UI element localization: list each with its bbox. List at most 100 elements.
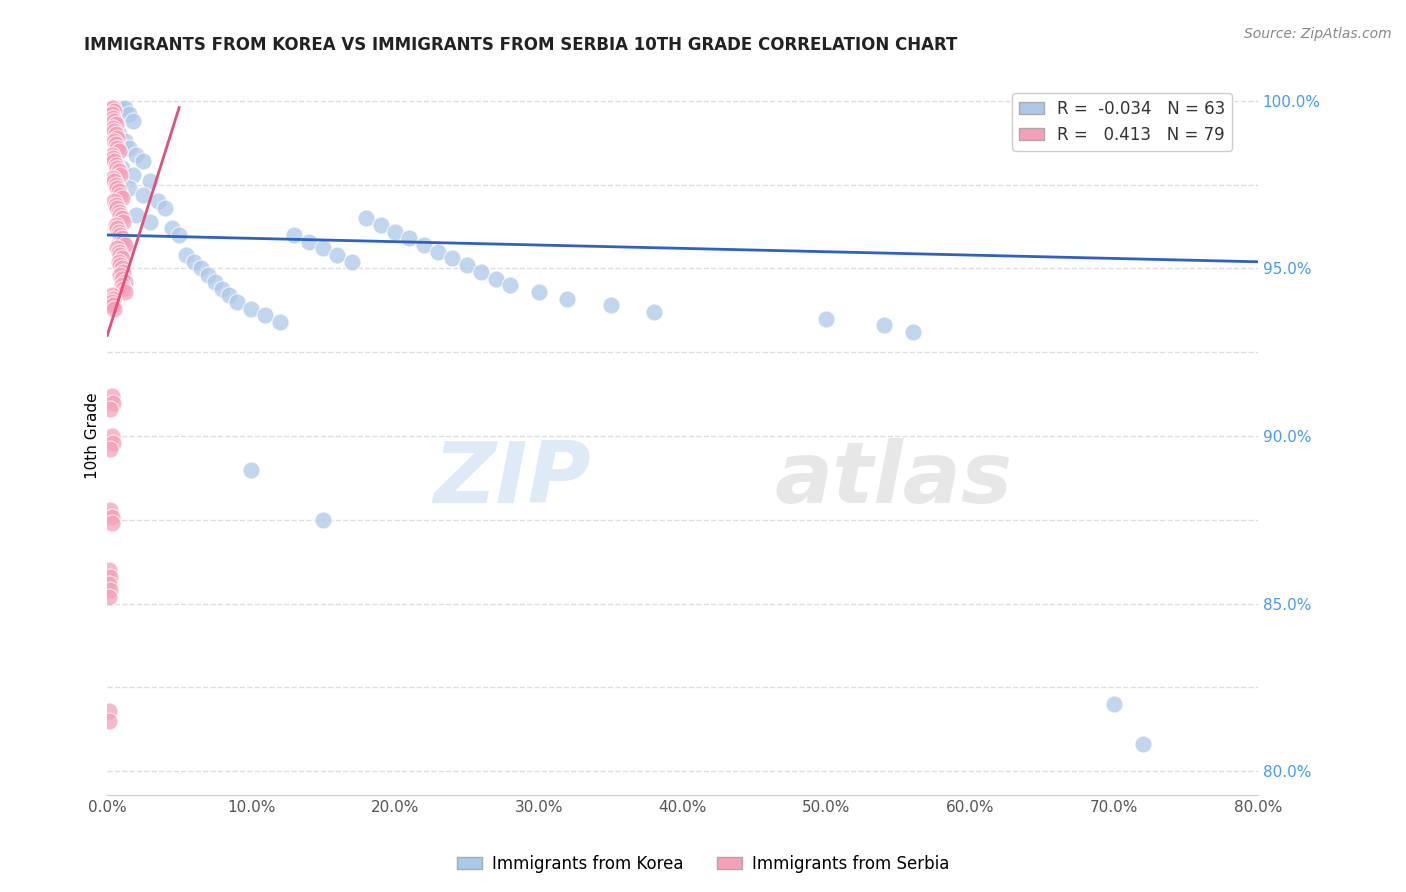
Point bbox=[112, 282, 135, 296]
Point bbox=[104, 117, 127, 131]
Point bbox=[118, 141, 141, 155]
Point bbox=[557, 292, 579, 306]
Point bbox=[499, 278, 522, 293]
Point bbox=[312, 241, 335, 255]
Point bbox=[599, 298, 621, 312]
Point bbox=[100, 429, 122, 443]
Point bbox=[118, 107, 141, 121]
Point bbox=[139, 214, 162, 228]
Point bbox=[114, 101, 136, 115]
Point bbox=[107, 225, 129, 239]
Point bbox=[103, 301, 125, 316]
Text: Source: ZipAtlas.com: Source: ZipAtlas.com bbox=[1244, 27, 1392, 41]
Point bbox=[204, 275, 226, 289]
Point bbox=[108, 187, 131, 202]
Point bbox=[297, 235, 319, 249]
Point bbox=[183, 254, 205, 268]
Point bbox=[107, 254, 129, 268]
Point bbox=[398, 231, 420, 245]
Legend: R =  -0.034   N = 63, R =   0.413   N = 79: R = -0.034 N = 63, R = 0.413 N = 79 bbox=[1012, 93, 1232, 151]
Point bbox=[114, 275, 136, 289]
Point bbox=[107, 204, 129, 219]
Point bbox=[98, 570, 121, 584]
Point bbox=[100, 288, 122, 302]
Point bbox=[105, 221, 128, 235]
Point bbox=[211, 282, 233, 296]
Point bbox=[104, 158, 127, 172]
Point bbox=[384, 225, 406, 239]
Legend: Immigrants from Korea, Immigrants from Serbia: Immigrants from Korea, Immigrants from S… bbox=[450, 848, 956, 880]
Point bbox=[103, 174, 125, 188]
Point bbox=[114, 241, 136, 255]
Point bbox=[100, 147, 122, 161]
Point bbox=[103, 114, 125, 128]
Point bbox=[312, 513, 335, 527]
Point bbox=[105, 130, 128, 145]
Point bbox=[108, 168, 131, 182]
Point bbox=[101, 395, 124, 409]
Point bbox=[153, 201, 176, 215]
Point bbox=[218, 288, 240, 302]
Point bbox=[105, 161, 128, 175]
Text: IMMIGRANTS FROM KOREA VS IMMIGRANTS FROM SERBIA 10TH GRADE CORRELATION CHART: IMMIGRANTS FROM KOREA VS IMMIGRANTS FROM… bbox=[84, 36, 957, 54]
Point bbox=[107, 101, 129, 115]
Point bbox=[283, 227, 305, 242]
Point bbox=[114, 134, 136, 148]
Point bbox=[100, 516, 122, 531]
Point bbox=[111, 161, 134, 175]
Point bbox=[101, 298, 124, 312]
Point bbox=[456, 258, 478, 272]
Point bbox=[112, 265, 135, 279]
Point bbox=[101, 435, 124, 450]
Point bbox=[97, 563, 120, 577]
Point bbox=[873, 318, 896, 333]
Point bbox=[105, 241, 128, 255]
Point bbox=[441, 252, 464, 266]
Point bbox=[104, 198, 127, 212]
Y-axis label: 10th Grade: 10th Grade bbox=[86, 392, 100, 479]
Point bbox=[104, 178, 127, 192]
Point bbox=[118, 181, 141, 195]
Point bbox=[103, 194, 125, 209]
Point bbox=[101, 111, 124, 125]
Point bbox=[225, 295, 247, 310]
Point bbox=[108, 268, 131, 283]
Point bbox=[484, 271, 506, 285]
Point bbox=[97, 714, 120, 728]
Point bbox=[125, 147, 148, 161]
Point bbox=[101, 151, 124, 165]
Point bbox=[427, 244, 450, 259]
Point bbox=[354, 211, 377, 226]
Point bbox=[101, 101, 124, 115]
Point bbox=[103, 154, 125, 169]
Point bbox=[104, 137, 127, 152]
Point bbox=[240, 462, 263, 476]
Point bbox=[101, 171, 124, 186]
Point bbox=[901, 325, 924, 339]
Point bbox=[254, 309, 277, 323]
Point bbox=[103, 101, 125, 115]
Point bbox=[100, 509, 122, 524]
Point bbox=[104, 128, 127, 142]
Point bbox=[527, 285, 550, 299]
Point bbox=[105, 201, 128, 215]
Point bbox=[176, 248, 198, 262]
Point bbox=[111, 278, 134, 293]
Point bbox=[111, 101, 134, 115]
Point bbox=[108, 227, 131, 242]
Point bbox=[107, 235, 129, 249]
Point bbox=[240, 301, 263, 316]
Point bbox=[104, 218, 127, 232]
Point bbox=[111, 271, 134, 285]
Point bbox=[111, 191, 134, 205]
Point bbox=[146, 194, 169, 209]
Point bbox=[132, 154, 155, 169]
Point bbox=[132, 187, 155, 202]
Point bbox=[108, 258, 131, 272]
Point bbox=[98, 503, 121, 517]
Point bbox=[107, 244, 129, 259]
Point bbox=[412, 238, 434, 252]
Point bbox=[269, 315, 291, 329]
Point bbox=[370, 218, 392, 232]
Text: atlas: atlas bbox=[775, 438, 1012, 521]
